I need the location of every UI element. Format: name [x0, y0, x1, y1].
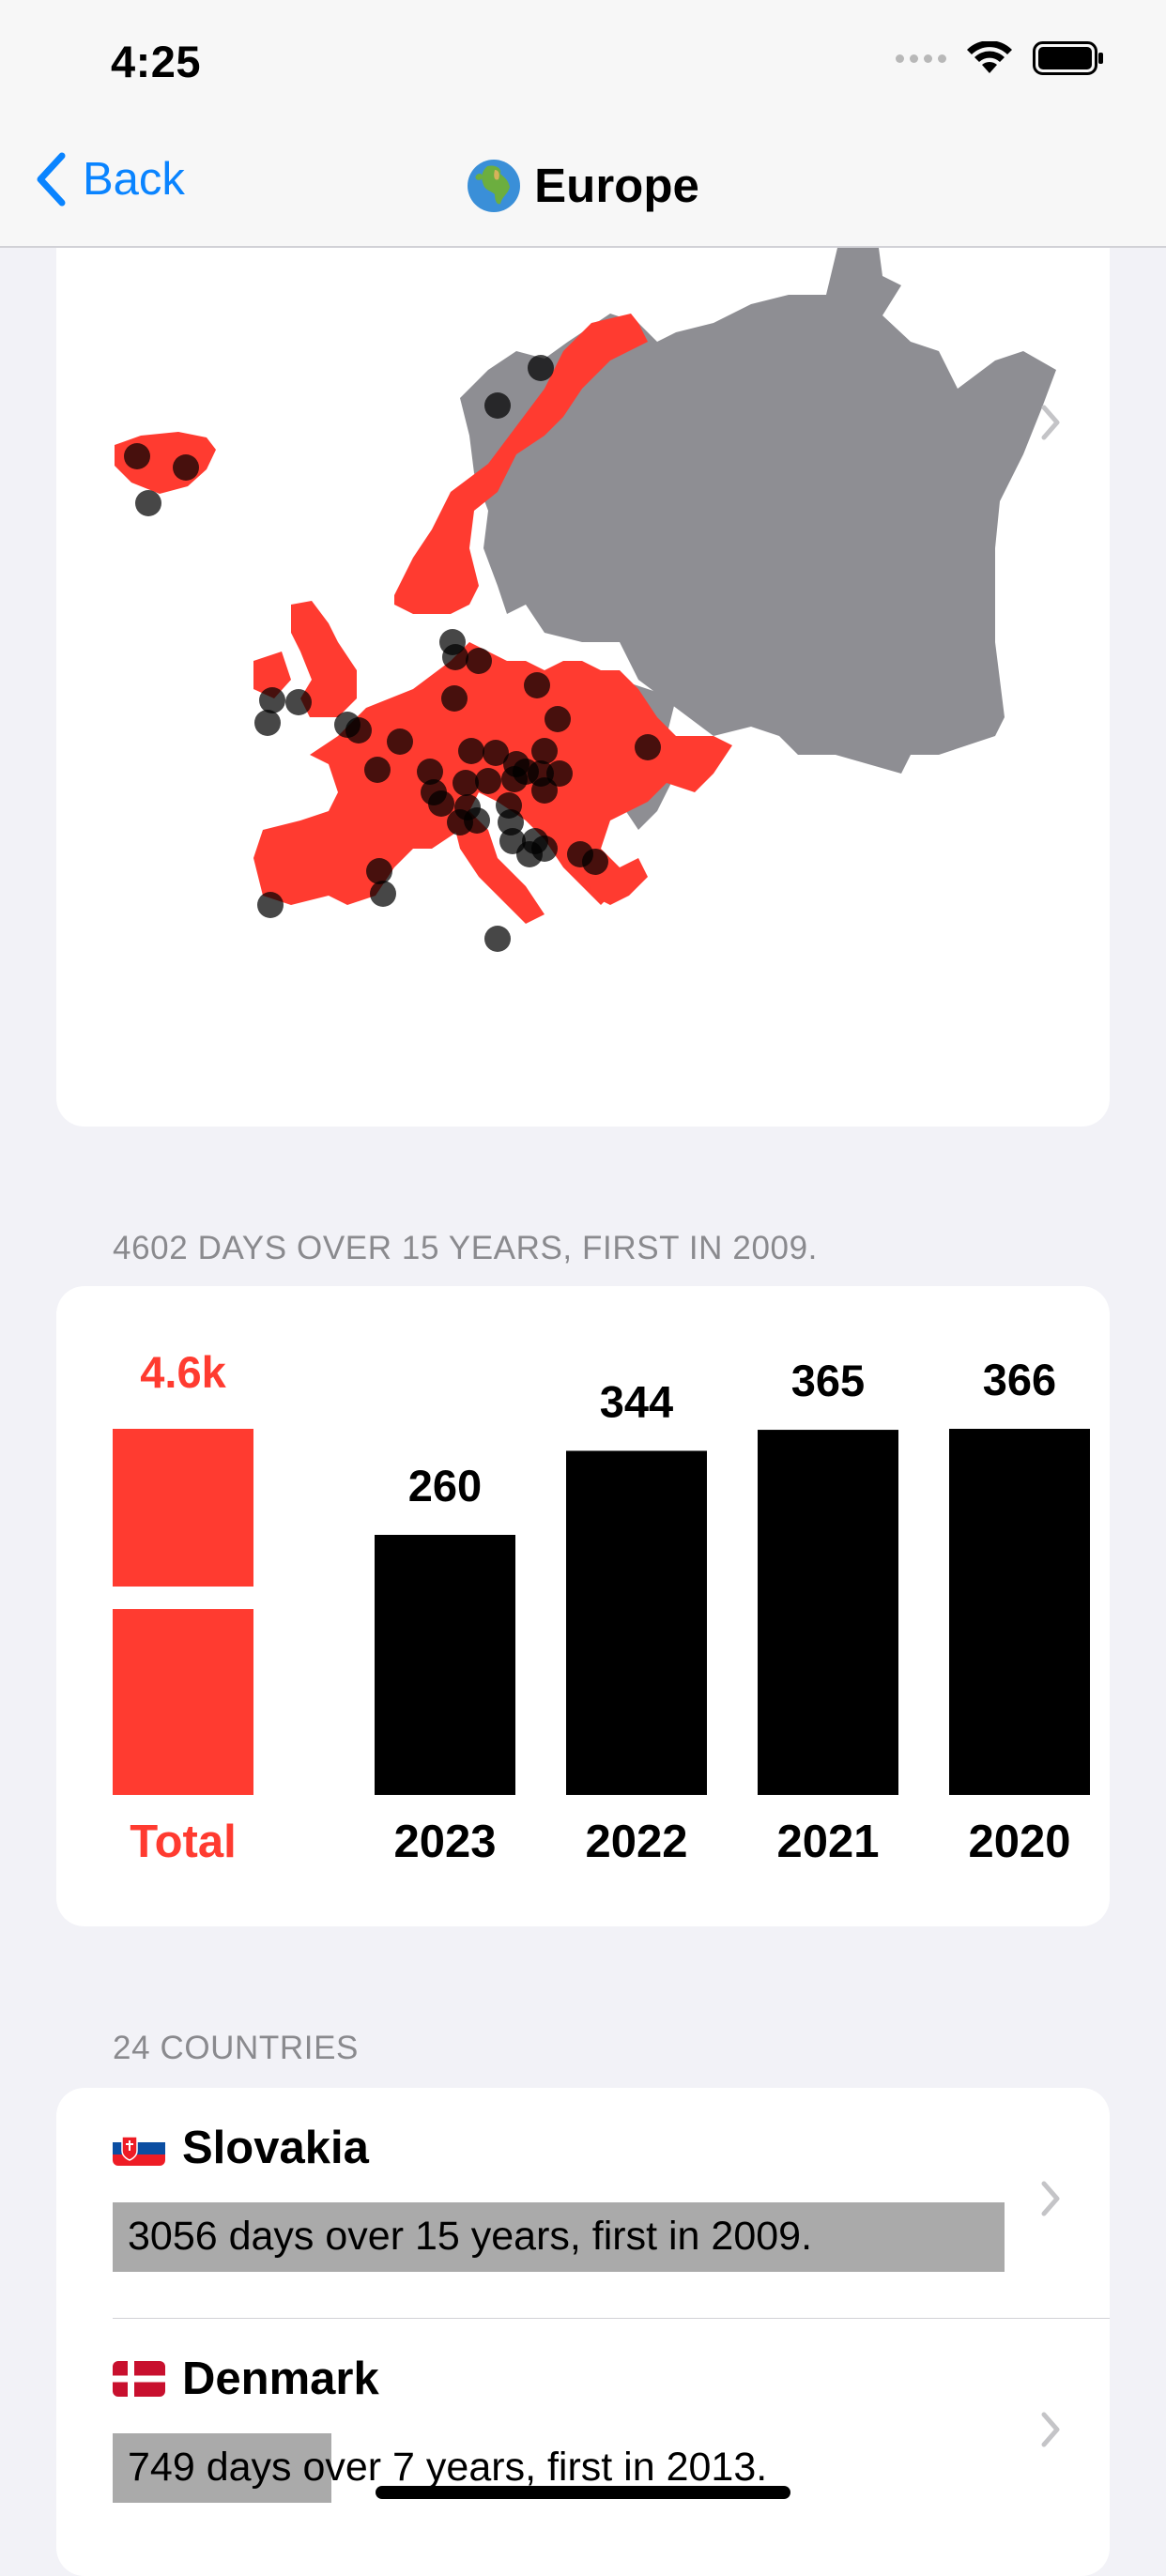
page-title: Europe — [0, 158, 1166, 213]
chevron-right-icon — [1041, 2412, 1060, 2447]
back-button[interactable]: Back — [36, 152, 185, 207]
total-bar-upper — [113, 1429, 253, 1587]
visited-city-dots — [124, 355, 661, 952]
navigation-bar: Back Europe — [0, 124, 1166, 248]
year-bars: 260 2023 344 2022 365 2021 366 2020 — [375, 1355, 1090, 1867]
status-bar: 4:25 — [0, 0, 1166, 124]
bar-value-label: 344 — [600, 1376, 673, 1426]
europe-map — [115, 248, 1056, 952]
bar-2022 — [566, 1450, 707, 1795]
bar-category-label: 2023 — [393, 1817, 496, 1867]
country-row-slovakia[interactable]: Slovakia 3056 days over 15 years, first … — [56, 2088, 1110, 2319]
map-land-unvisited — [460, 248, 1056, 774]
total-label: Total — [130, 1817, 236, 1867]
country-subtitle: 749 days over 7 years, first in 2013. — [113, 2433, 1005, 2503]
summary-header: 4602 DAYS OVER 15 YEARS, FIRST IN 2009. — [113, 1230, 818, 1266]
bar-value-label: 365 — [791, 1356, 865, 1405]
total-bar-lower — [113, 1609, 253, 1795]
home-indicator — [376, 2486, 790, 2499]
slovakia-flag-icon — [113, 2130, 165, 2166]
countries-list: Slovakia 3056 days over 15 years, first … — [56, 2088, 1110, 2576]
page-title-text: Europe — [534, 159, 699, 212]
status-icons — [896, 41, 1104, 75]
visit-share-bar — [113, 2202, 1005, 2272]
europe-map-card[interactable] — [56, 248, 1110, 1127]
map-land-visited-ireland — [253, 652, 291, 698]
yearly-days-chart: 4.6k Total 260 2023 344 2022 365 2021 366 2020 — [113, 1347, 1090, 1867]
chevron-left-icon — [37, 152, 66, 207]
country-stats: 749 days over 7 years, first in 2013. — [128, 2445, 768, 2490]
bar-2020 — [949, 1429, 1090, 1795]
map-land-visited-scandinavia — [394, 314, 648, 614]
total-value-label: 4.6k — [140, 1347, 226, 1397]
bar-category-label: 2021 — [776, 1817, 879, 1867]
country-row-denmark[interactable]: Denmark 749 days over 7 years, first in … — [56, 2319, 1110, 2550]
bar-category-label: 2020 — [968, 1817, 1070, 1867]
bar-value-label: 260 — [408, 1461, 482, 1510]
countries-header: 24 COUNTRIES — [113, 2030, 359, 2066]
chevron-right-icon — [1041, 2181, 1060, 2216]
cellular-signal-icon — [896, 54, 946, 63]
bar-2023 — [375, 1534, 515, 1795]
bar-value-label: 366 — [983, 1355, 1056, 1404]
bar-2021 — [758, 1430, 898, 1795]
country-stats: 3056 days over 15 years, first in 2009. — [128, 2214, 813, 2259]
back-label: Back — [83, 154, 185, 205]
country-subtitle: 3056 days over 15 years, first in 2009. — [113, 2202, 1005, 2272]
globe-icon — [468, 159, 521, 212]
denmark-flag-icon — [113, 2361, 165, 2397]
visit-share-bar — [113, 2433, 331, 2503]
yearly-days-chart-card[interactable]: 4.6k Total 260 2023 344 2022 365 2021 366 2020 — [56, 1286, 1110, 1926]
country-name: Denmark — [182, 2354, 379, 2404]
country-title: Denmark — [113, 2353, 379, 2405]
battery-icon — [1033, 41, 1103, 75]
country-title: Slovakia — [113, 2122, 369, 2174]
map-land-visited-italy — [451, 811, 545, 924]
row-divider — [113, 2318, 1110, 2319]
bar-category-label: 2022 — [585, 1817, 687, 1867]
map-land-visited-britain — [291, 601, 357, 717]
chevron-right-icon — [1041, 405, 1060, 440]
wifi-icon — [967, 41, 1012, 73]
country-name: Slovakia — [182, 2123, 369, 2173]
status-time: 4:25 — [111, 37, 202, 86]
